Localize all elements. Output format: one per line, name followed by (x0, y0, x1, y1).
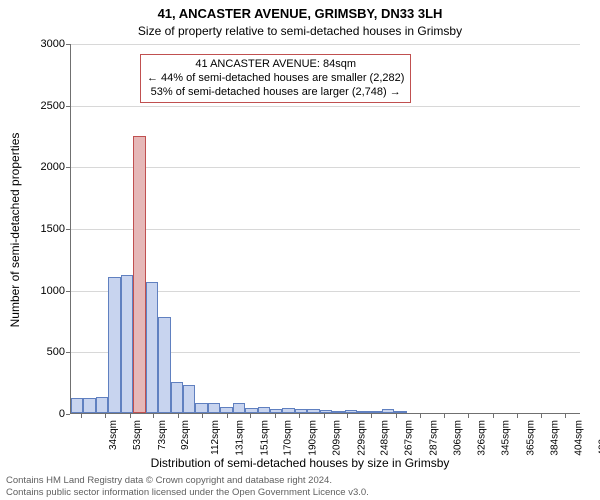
xtick-label: 384sqm (549, 420, 560, 456)
footer-attribution: Contains HM Land Registry data © Crown c… (6, 475, 369, 498)
ytick-label: 500 (25, 346, 65, 358)
xtick-mark (275, 414, 276, 418)
histogram-bar (96, 397, 108, 413)
xtick-mark (153, 414, 154, 418)
xtick-label: 131sqm (234, 420, 245, 456)
histogram-bar (195, 403, 207, 413)
histogram-bar (394, 411, 406, 413)
histogram-bar (320, 410, 332, 413)
xtick-mark (81, 414, 82, 418)
xtick-label: 53sqm (132, 420, 143, 450)
histogram-bar (345, 410, 357, 413)
gridline (71, 167, 580, 168)
annotation-line2: ← 44% of semi-detached houses are smalle… (147, 72, 404, 86)
xtick-mark (202, 414, 203, 418)
xtick-label: 287sqm (428, 420, 439, 456)
histogram-bar (121, 275, 133, 413)
footer-line1: Contains HM Land Registry data © Crown c… (6, 475, 369, 486)
xtick-mark (178, 414, 179, 418)
xtick-mark (227, 414, 228, 418)
xtick-label: 209sqm (331, 420, 342, 456)
histogram-bar (233, 403, 245, 413)
xtick-label: 73sqm (157, 420, 168, 450)
gridline (71, 106, 580, 107)
xtick-mark (299, 414, 300, 418)
chart-container: 41, ANCASTER AVENUE, GRIMSBY, DN33 3LH S… (0, 0, 600, 500)
histogram-bar (307, 409, 319, 413)
annotation-line1: 41 ANCASTER AVENUE: 84sqm (147, 58, 404, 72)
ytick-label: 2000 (25, 161, 65, 173)
highlight-bar (133, 136, 145, 414)
ytick-mark (66, 229, 70, 230)
histogram-bar (295, 409, 307, 413)
histogram-bar (171, 382, 183, 413)
histogram-bar (183, 385, 195, 413)
xtick-label: 151sqm (259, 420, 270, 456)
chart-title: 41, ANCASTER AVENUE, GRIMSBY, DN33 3LH (0, 6, 600, 21)
gridline (71, 229, 580, 230)
ytick-label: 0 (25, 408, 65, 420)
histogram-bar (370, 411, 382, 413)
xtick-mark (541, 414, 542, 418)
x-axis-label: Distribution of semi-detached houses by … (0, 456, 600, 470)
xtick-mark (130, 414, 131, 418)
histogram-bar (71, 398, 83, 413)
ytick-mark (66, 291, 70, 292)
histogram-bar (270, 409, 282, 413)
histogram-bar (146, 282, 158, 413)
xtick-mark (565, 414, 566, 418)
ytick-mark (66, 414, 70, 415)
ytick-label: 1000 (25, 285, 65, 297)
ytick-label: 1500 (25, 223, 65, 235)
histogram-bar (258, 407, 270, 413)
annotation-box: 41 ANCASTER AVENUE: 84sqm← 44% of semi-d… (140, 54, 411, 103)
xtick-mark (493, 414, 494, 418)
histogram-bar (108, 277, 120, 413)
xtick-label: 345sqm (501, 420, 512, 456)
chart-subtitle: Size of property relative to semi-detach… (0, 24, 600, 38)
xtick-label: 229sqm (356, 420, 367, 456)
xtick-label: 170sqm (283, 420, 294, 456)
xtick-label: 404sqm (574, 420, 585, 456)
histogram-bar (382, 409, 394, 413)
histogram-bar (158, 317, 170, 413)
ytick-label: 3000 (25, 38, 65, 50)
xtick-mark (105, 414, 106, 418)
xtick-label: 92sqm (180, 420, 191, 450)
xtick-label: 112sqm (210, 420, 221, 455)
xtick-label: 326sqm (477, 420, 488, 456)
xtick-mark (444, 414, 445, 418)
xtick-mark (371, 414, 372, 418)
histogram-bar (357, 411, 369, 413)
ytick-mark (66, 44, 70, 45)
xtick-label: 248sqm (380, 420, 391, 456)
xtick-mark (420, 414, 421, 418)
xtick-mark (396, 414, 397, 418)
ytick-mark (66, 106, 70, 107)
histogram-bar (245, 408, 257, 413)
xtick-mark (347, 414, 348, 418)
xtick-mark (517, 414, 518, 418)
xtick-label: 365sqm (526, 420, 537, 456)
xtick-label: 267sqm (404, 420, 415, 456)
xtick-label: 190sqm (308, 420, 319, 456)
ytick-mark (66, 167, 70, 168)
xtick-label: 306sqm (452, 420, 463, 456)
xtick-mark (468, 414, 469, 418)
ytick-label: 2500 (25, 100, 65, 112)
xtick-label: 34sqm (108, 420, 119, 450)
histogram-bar (332, 411, 344, 413)
histogram-bar (220, 407, 232, 413)
histogram-bar (83, 398, 95, 413)
xtick-mark (324, 414, 325, 418)
histogram-bar (282, 408, 294, 413)
xtick-mark (250, 414, 251, 418)
ytick-mark (66, 352, 70, 353)
histogram-bar (208, 403, 220, 413)
gridline (71, 44, 580, 45)
footer-line2: Contains public sector information licen… (6, 487, 369, 498)
annotation-line3: 53% of semi-detached houses are larger (… (147, 86, 404, 100)
